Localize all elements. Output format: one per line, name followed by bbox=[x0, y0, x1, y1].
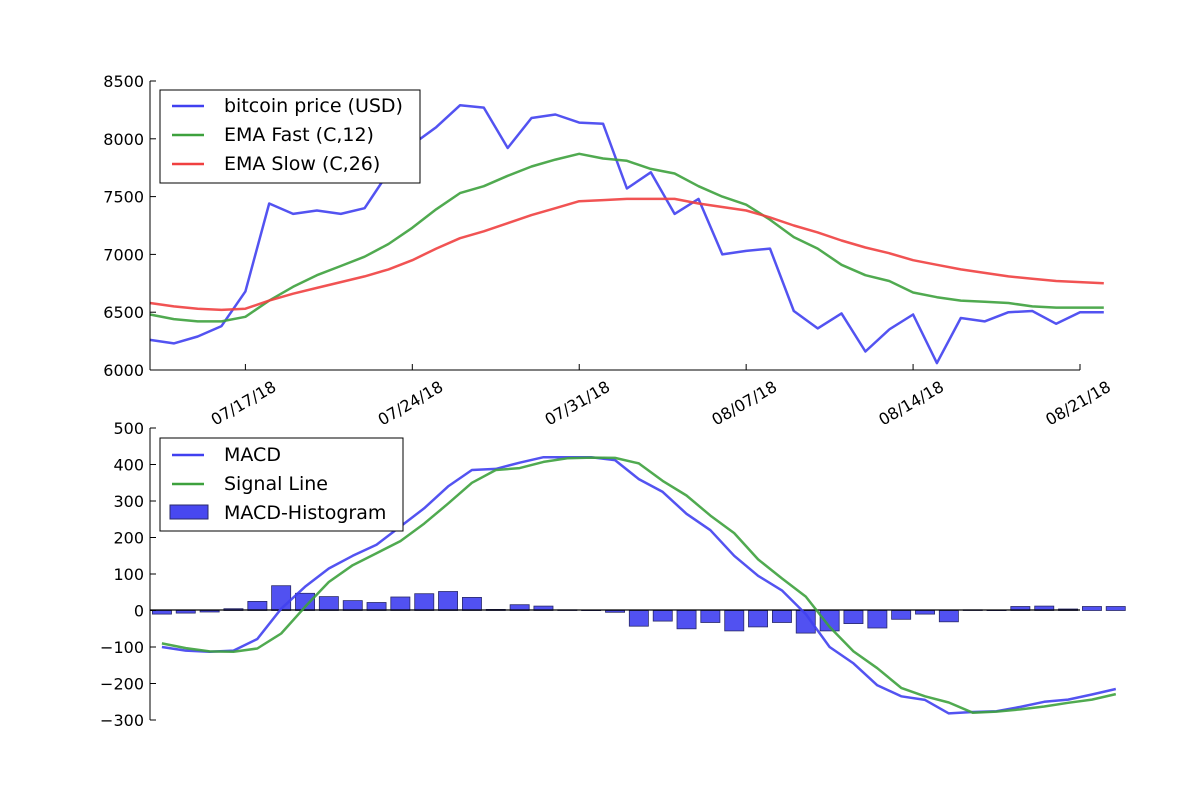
histogram-bar bbox=[151, 610, 172, 615]
series-line-signal bbox=[161, 456, 1117, 714]
histogram-bar bbox=[390, 596, 411, 611]
y-tick-label: 300 bbox=[113, 492, 144, 511]
y-tick-label: 7500 bbox=[103, 188, 144, 207]
histogram-bar bbox=[724, 610, 745, 632]
price-axes-spines bbox=[149, 81, 1080, 371]
histogram-bar bbox=[1082, 606, 1102, 611]
y-tick-label: 6500 bbox=[103, 303, 144, 322]
histogram-bar bbox=[438, 591, 459, 611]
series-line-ema-slow bbox=[149, 197, 1104, 312]
y-tick-label: 8000 bbox=[103, 130, 144, 149]
histogram-bar bbox=[867, 610, 888, 629]
legend-label-signal: Signal Line bbox=[224, 473, 328, 495]
histogram-bar bbox=[414, 593, 435, 611]
histogram-bar bbox=[938, 610, 959, 623]
series-line-price bbox=[149, 104, 1104, 365]
histogram-bar bbox=[843, 610, 864, 625]
legend-label-ema-slow: EMA Slow (C,26) bbox=[224, 153, 380, 175]
y-tick-label: −300 bbox=[100, 711, 144, 730]
y-tick-label: 6000 bbox=[103, 361, 144, 380]
histogram-bar bbox=[271, 585, 292, 611]
y-tick-label: 100 bbox=[113, 565, 144, 584]
legend-label-ema-fast: EMA Fast (C,12) bbox=[224, 124, 374, 146]
price-series-group bbox=[149, 104, 1104, 365]
histogram-bar bbox=[772, 610, 792, 623]
y-tick-label: 8500 bbox=[103, 72, 144, 91]
histogram-bar bbox=[366, 602, 387, 611]
histogram-bar bbox=[915, 610, 936, 615]
histogram-bar bbox=[605, 610, 626, 613]
histogram-bar bbox=[628, 610, 649, 627]
histogram-bar bbox=[342, 600, 363, 611]
histogram-bar bbox=[247, 601, 268, 611]
y-tick-label: 0 bbox=[134, 602, 144, 621]
series-line-macd bbox=[161, 455, 1117, 715]
histogram-bar bbox=[700, 610, 721, 623]
histogram-bar bbox=[748, 610, 769, 628]
histogram-bar bbox=[891, 610, 912, 620]
series-line-ema-fast bbox=[149, 152, 1104, 323]
histogram-bar bbox=[199, 610, 220, 613]
y-tick-label: 200 bbox=[113, 529, 144, 548]
histogram-bar bbox=[652, 610, 673, 622]
legend-label-price: bitcoin price (USD) bbox=[224, 95, 403, 117]
macd-chart-panel: −300 −200 −100 0 100 200 300 400 500 MACD Signal… bbox=[100, 419, 1126, 730]
histogram-bar bbox=[318, 596, 339, 611]
histogram-bar bbox=[1105, 606, 1126, 611]
histogram-bar bbox=[461, 597, 482, 611]
price-y-axis: 6000 6500 7000 7500 8000 8500 bbox=[103, 72, 156, 380]
macd-y-axis: −300 −200 −100 0 100 200 300 400 500 bbox=[100, 419, 156, 730]
y-tick-label: −100 bbox=[100, 638, 144, 657]
y-tick-label: −200 bbox=[100, 675, 144, 694]
price-legend: bitcoin price (USD) EMA Fast (C,12) EMA … bbox=[159, 89, 421, 184]
legend-swatch-histogram bbox=[169, 504, 209, 520]
histogram-bar bbox=[676, 610, 697, 630]
macd-series-group bbox=[161, 455, 1117, 715]
y-tick-label: 500 bbox=[113, 419, 144, 438]
y-tick-label: 400 bbox=[113, 456, 144, 475]
histogram-bar bbox=[175, 610, 196, 614]
legend-label-macd: MACD bbox=[224, 444, 281, 466]
y-tick-label: 7000 bbox=[103, 245, 144, 264]
legend-label-histogram: MACD-Histogram bbox=[224, 502, 386, 524]
macd-legend: MACD Signal Line MACD-Histogram bbox=[159, 437, 404, 532]
